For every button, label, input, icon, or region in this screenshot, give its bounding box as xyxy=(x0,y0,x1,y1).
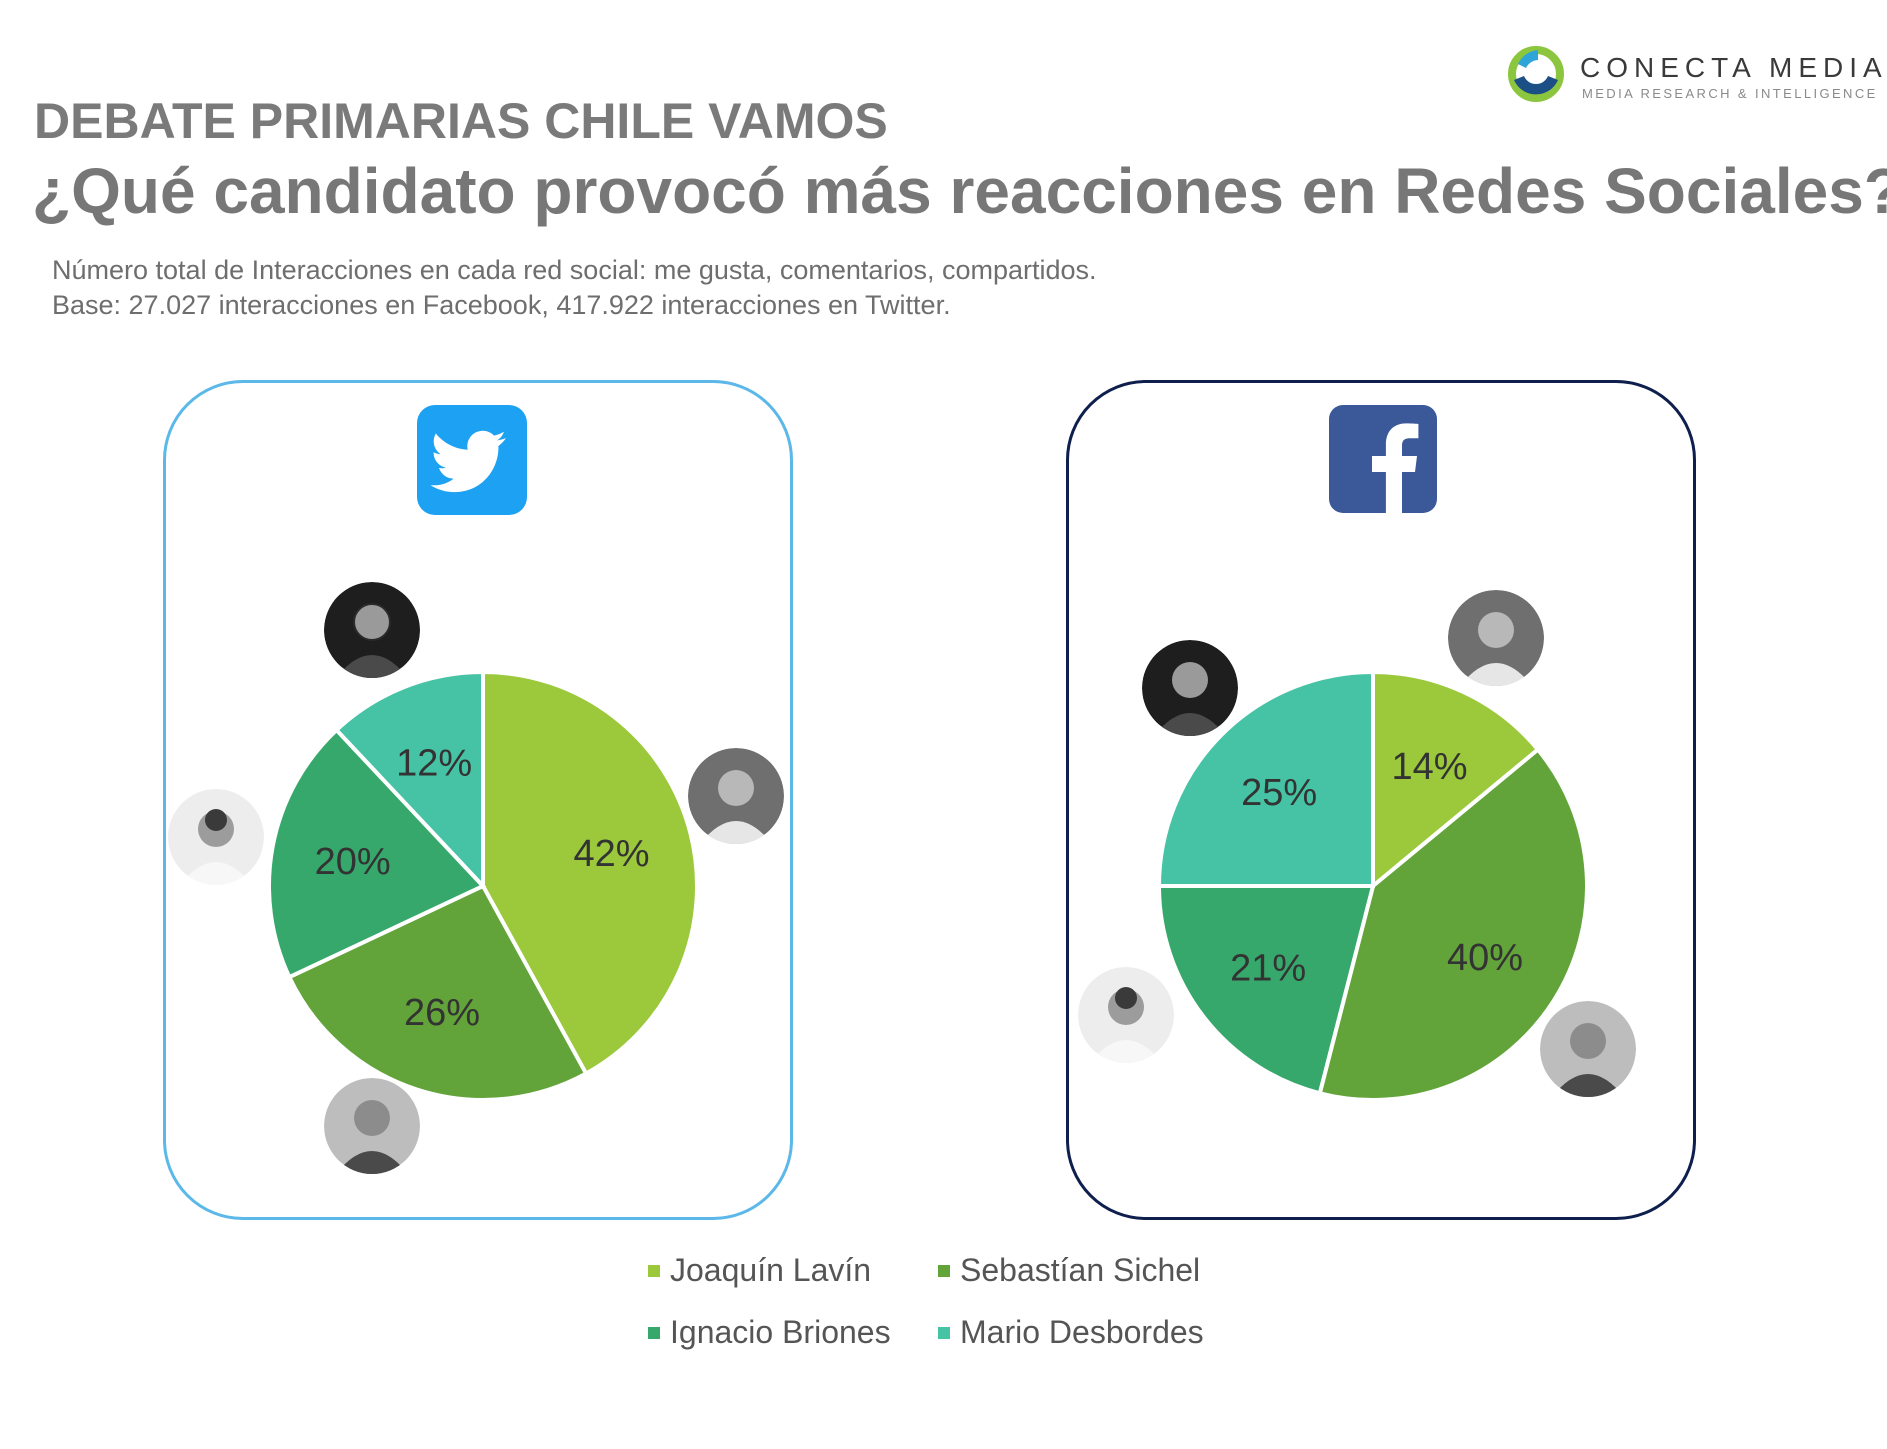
pie-slice-ignacio-briones xyxy=(267,727,487,980)
candidate-photo-desbordes-twitter xyxy=(324,582,420,678)
candidate-photo-lavin-facebook xyxy=(1448,590,1544,686)
facebook-f-icon xyxy=(1329,405,1437,513)
twitter-pie-chart: 42% 26% 20% 12% xyxy=(267,669,699,1102)
subtitle-note: Número total de Interacciones en cada re… xyxy=(52,255,1097,285)
legend-swatch xyxy=(938,1326,950,1339)
twitter-card xyxy=(163,380,793,1220)
chart-legend: Joaquín Lavín Sebastían Sichel Ignacio B… xyxy=(640,1240,1340,1380)
pie-slice-joaqu-n-lav-n xyxy=(1371,669,1541,891)
legend-label: Joaquín Lavín xyxy=(670,1252,872,1288)
candidate-photo-sichel-facebook xyxy=(1540,1001,1636,1097)
legend-swatch xyxy=(938,1264,950,1277)
pie-slice-mario-desbordes xyxy=(1156,669,1375,888)
legend-item: Ignacio Briones xyxy=(648,1314,891,1354)
legend-swatch xyxy=(648,1264,660,1277)
legend-label: Ignacio Briones xyxy=(670,1314,891,1350)
facebook-pie-chart: 14% 40% 21% 25% xyxy=(1156,669,1589,1102)
legend-item: Joaquín Lavín xyxy=(648,1252,871,1292)
brand-tagline: MEDIA RESEARCH & INTELLIGENCE xyxy=(1582,86,1878,101)
legend-item: Sebastían Sichel xyxy=(938,1252,1200,1292)
pie-slice-sebast-an-sichel xyxy=(286,883,589,1102)
subtitle-base: Base: 27.027 interacciones en Facebook, … xyxy=(52,290,951,320)
candidate-photo-briones-facebook xyxy=(1078,967,1174,1063)
pie-data-label: 20% xyxy=(315,841,391,883)
pie-slice-sebast-an-sichel xyxy=(1317,746,1589,1102)
candidate-photo-desbordes-facebook xyxy=(1142,640,1238,736)
pie-data-label: 40% xyxy=(1447,937,1523,979)
pie-data-label: 26% xyxy=(404,992,480,1034)
legend-swatch xyxy=(648,1326,660,1339)
page-kicker: DEBATE PRIMARIAS CHILE VAMOS xyxy=(34,93,888,149)
legend-item: Mario Desbordes xyxy=(938,1314,1204,1354)
pie-slice-joaqu-n-lav-n xyxy=(481,669,699,1077)
pie-data-label: 42% xyxy=(573,833,649,875)
pie-data-label: 14% xyxy=(1391,746,1467,788)
brand-logo: CONECTA MEDIA MEDIA RESEARCH & INTELLIGE… xyxy=(1508,46,1882,106)
pie-data-label: 21% xyxy=(1230,947,1306,989)
twitter-bird-icon xyxy=(417,405,527,515)
brand-name: CONECTA MEDIA xyxy=(1580,52,1887,83)
pie-data-label: 25% xyxy=(1241,772,1317,814)
facebook-card xyxy=(1066,380,1696,1220)
pie-slice-mario-desbordes xyxy=(333,669,485,892)
legend-label: Sebastían Sichel xyxy=(960,1252,1201,1288)
legend-label: Mario Desbordes xyxy=(960,1314,1204,1350)
page-title: ¿Qué candidato provocó más reacciones en… xyxy=(32,155,1887,227)
candidate-photo-briones-twitter xyxy=(168,789,264,885)
pie-data-label: 12% xyxy=(396,743,472,785)
conecta-media-logo-icon xyxy=(1508,46,1564,102)
pie-slice-ignacio-briones xyxy=(1156,884,1376,1096)
candidate-photo-sichel-twitter xyxy=(324,1078,420,1174)
candidate-photo-lavin-twitter xyxy=(688,748,784,844)
